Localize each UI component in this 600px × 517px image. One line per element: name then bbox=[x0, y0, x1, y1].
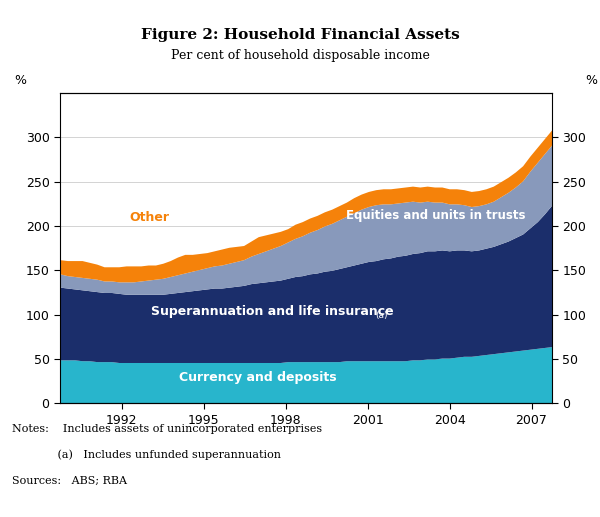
Text: Superannuation and life insurance: Superannuation and life insurance bbox=[151, 305, 393, 317]
Text: Figure 2: Household Financial Assets: Figure 2: Household Financial Assets bbox=[140, 28, 460, 42]
Text: (a): (a) bbox=[376, 311, 388, 320]
Text: Other: Other bbox=[130, 211, 170, 224]
Text: Currency and deposits: Currency and deposits bbox=[179, 371, 337, 384]
Text: Per cent of household disposable income: Per cent of household disposable income bbox=[170, 49, 430, 62]
Text: (a)   Includes unfunded superannuation: (a) Includes unfunded superannuation bbox=[12, 450, 281, 460]
Text: %: % bbox=[586, 74, 598, 87]
Text: Equities and units in trusts: Equities and units in trusts bbox=[346, 209, 525, 222]
Text: Notes:    Includes assets of unincorporated enterprises: Notes: Includes assets of unincorporated… bbox=[12, 424, 322, 434]
Text: %: % bbox=[14, 74, 26, 87]
Text: Sources:   ABS; RBA: Sources: ABS; RBA bbox=[12, 476, 127, 485]
